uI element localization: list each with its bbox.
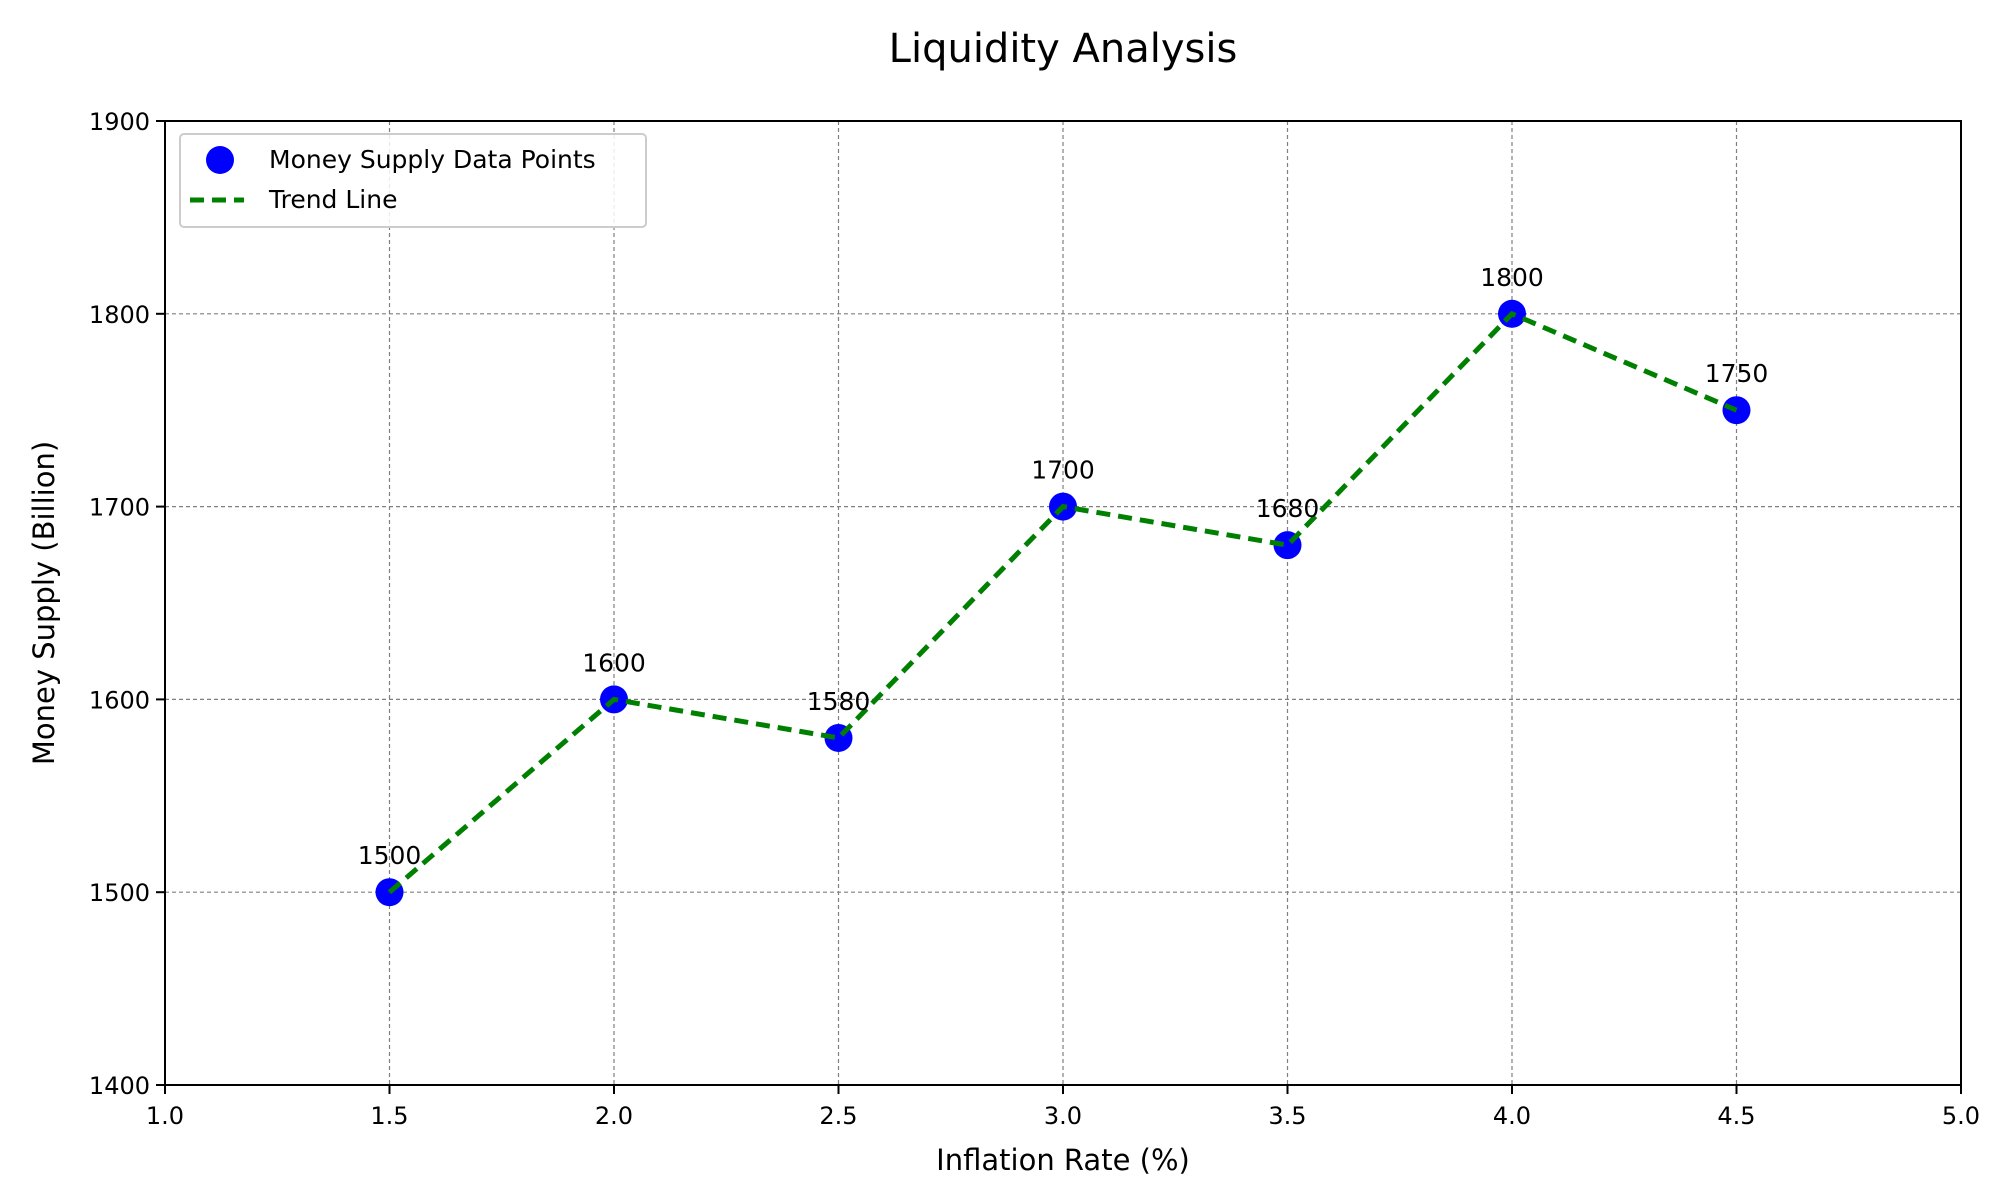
y-tick-label: 1600 <box>89 686 150 714</box>
x-tick-label: 1.5 <box>370 1102 408 1130</box>
data-point-label: 1680 <box>1256 494 1320 523</box>
legend-box <box>179 133 647 228</box>
x-axis-label: Inflation Rate (%) <box>936 1143 1190 1177</box>
x-tick-label: 2.5 <box>819 1102 857 1130</box>
trend-line <box>387 310 1738 895</box>
grid-lines <box>164 120 1962 1086</box>
y-tick-label: 1400 <box>89 1072 150 1100</box>
x-tick-label: 3.5 <box>1268 1102 1306 1130</box>
legend: Money Supply Data Points Trend Line <box>179 133 647 228</box>
axis-ticks: 1.0 1.5 2.0 2.5 3.0 3.5 4.0 4.5 5.01400150016001… <box>89 108 1980 1130</box>
legend-trend-line-label: Trend Line <box>268 185 397 214</box>
data-point-label: 1700 <box>1031 456 1095 485</box>
data-point-label: 1580 <box>807 687 871 716</box>
x-tick-label: 1.0 <box>146 1102 184 1130</box>
y-tick-label: 1800 <box>89 301 150 329</box>
legend-scatter-marker <box>206 146 234 174</box>
x-tick-label: 4.5 <box>1717 1102 1755 1130</box>
y-tick-label: 1500 <box>89 879 150 907</box>
legend-scatter-label: Money Supply Data Points <box>269 145 596 174</box>
data-point-label: 1750 <box>1705 359 1769 388</box>
y-tick-label: 1900 <box>89 108 150 136</box>
y-axis-label: Money Supply (Billion) <box>27 441 61 765</box>
data-point-label: 1600 <box>582 648 646 677</box>
data-point-label: 1800 <box>1480 263 1544 292</box>
series-layer: 1500 1600 1580 1700 1680 1800 1750 <box>358 263 1769 907</box>
x-tick-label: 5.0 <box>1942 1102 1980 1130</box>
data-point-label: 1500 <box>358 841 422 870</box>
x-tick-label: 3.0 <box>1044 1102 1082 1130</box>
y-tick-label: 1700 <box>89 494 150 522</box>
x-tick-label: 2.0 <box>595 1102 633 1130</box>
x-tick-label: 4.0 <box>1493 1102 1531 1130</box>
chart-title: Liquidity Analysis <box>889 26 1238 72</box>
